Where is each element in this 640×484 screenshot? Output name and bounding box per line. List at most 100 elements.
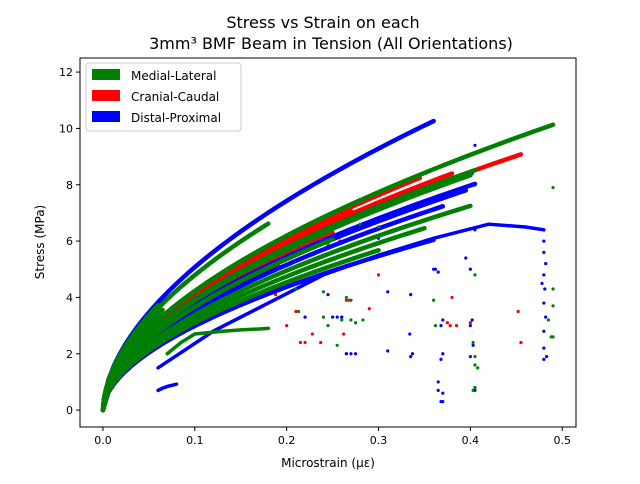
point-medial-lateral [473, 363, 477, 367]
point-distal-proximal [353, 352, 358, 356]
point-distal-proximal [432, 267, 436, 271]
point-distal-proximal [473, 228, 477, 232]
point-medial-lateral [376, 225, 381, 229]
curve-distal-proximal [100, 204, 446, 413]
point-cranial-caudal [319, 340, 323, 345]
x-tick-label: 0.3 [370, 434, 388, 447]
legend-swatch-distal-proximal [92, 111, 120, 122]
legend-label-distal-proximal: Distal-Proximal [131, 111, 221, 125]
legend-box [85, 62, 242, 132]
point-distal-proximal [473, 183, 477, 187]
point-cranial-caudal [448, 324, 452, 328]
point-distal-proximal [409, 354, 413, 359]
point-distal-proximal [471, 343, 475, 347]
point-medial-lateral [361, 318, 365, 322]
point-medial-lateral [473, 273, 477, 277]
data-layer [100, 118, 556, 413]
point-cranial-caudal [310, 332, 314, 336]
x-tick-label: 0.0 [94, 434, 112, 447]
curve-medial-lateral [100, 248, 381, 413]
x-tick-label: 0.1 [186, 434, 204, 447]
chart-title-line1: Stress vs Strain on each [226, 13, 419, 32]
point-distal-proximal [439, 357, 443, 361]
point-distal-proximal [473, 143, 477, 147]
point-distal-proximal [441, 391, 445, 395]
point-distal-proximal [441, 318, 445, 322]
curve-medial-lateral [100, 203, 473, 413]
point-distal-proximal [542, 301, 546, 305]
point-medial-lateral [476, 366, 480, 370]
chart-title-line2: 3mm³ BMF Beam in Tension (All Orientatio… [149, 34, 513, 53]
point-distal-proximal [543, 287, 547, 291]
point-distal-proximal [542, 250, 546, 254]
point-distal-proximal [468, 324, 472, 328]
point-medial-lateral [321, 315, 326, 319]
point-medial-lateral [551, 185, 555, 190]
point-medial-lateral [473, 354, 477, 359]
point-distal-proximal [340, 315, 344, 319]
legend: Medial-Lateral Cranial-Caudal Distal-Pro… [85, 62, 242, 132]
plateau-distal-proximal [156, 382, 179, 393]
point-medial-lateral [353, 321, 358, 325]
point-medial-lateral [551, 304, 555, 308]
point-medial-lateral [326, 242, 330, 246]
point-cranial-caudal [376, 273, 381, 277]
point-distal-proximal [540, 281, 544, 285]
point-distal-proximal [470, 318, 474, 322]
point-distal-proximal [410, 352, 415, 356]
x-tick-label: 0.2 [278, 434, 296, 447]
point-medial-lateral [294, 287, 298, 291]
y-tick-label: 2 [66, 348, 73, 361]
point-cranial-caudal [298, 340, 303, 345]
y-tick-label: 6 [66, 235, 73, 248]
point-medial-lateral [551, 287, 555, 291]
point-cranial-caudal [342, 332, 346, 336]
plot-frame [79, 57, 577, 428]
point-distal-proximal [468, 267, 472, 271]
y-tick-label: 8 [66, 179, 73, 192]
point-medial-lateral [433, 324, 438, 328]
point-distal-proximal [409, 293, 413, 297]
point-medial-lateral [549, 335, 553, 339]
point-distal-proximal [464, 256, 468, 260]
legend-label-cranial-caudal: Cranial-Caudal [131, 90, 219, 104]
legend-swatch-medial-lateral [92, 69, 120, 80]
point-cranial-caudal [454, 324, 459, 328]
point-distal-proximal [439, 324, 443, 328]
point-cranial-caudal [344, 298, 348, 302]
point-cranial-caudal [367, 307, 371, 311]
point-cranial-caudal [294, 309, 298, 314]
point-medial-lateral [344, 295, 348, 300]
point-distal-proximal [386, 349, 390, 353]
point-distal-proximal [330, 315, 335, 319]
point-distal-proximal [436, 388, 440, 392]
curve-medial-lateral [100, 324, 156, 413]
x-tick-label: 0.4 [462, 434, 480, 447]
point-medial-lateral [349, 298, 353, 302]
point-distal-proximal [545, 354, 549, 359]
point-cranial-caudal [468, 321, 472, 325]
curve-medial-lateral [100, 226, 427, 413]
point-distal-proximal [468, 354, 472, 359]
point-medial-lateral [340, 318, 344, 322]
point-distal-proximal [349, 352, 353, 356]
point-distal-proximal [542, 329, 546, 333]
y-axis-label: Stress (MPa) [33, 205, 47, 279]
point-cranial-caudal [445, 321, 450, 325]
point-medial-lateral [321, 290, 326, 294]
point-cranial-caudal [274, 293, 278, 297]
point-cranial-caudal [516, 309, 520, 314]
point-distal-proximal [542, 273, 546, 277]
point-distal-proximal [544, 315, 548, 319]
point-medial-lateral [335, 343, 339, 347]
point-medial-lateral [326, 324, 330, 328]
point-distal-proximal [344, 352, 348, 356]
point-distal-proximal [542, 346, 546, 350]
curve-medial-lateral [100, 173, 473, 413]
point-medial-lateral [546, 318, 551, 322]
point-distal-proximal [441, 352, 445, 356]
point-distal-proximal [335, 315, 339, 319]
x-tick-label: 0.5 [553, 434, 571, 447]
